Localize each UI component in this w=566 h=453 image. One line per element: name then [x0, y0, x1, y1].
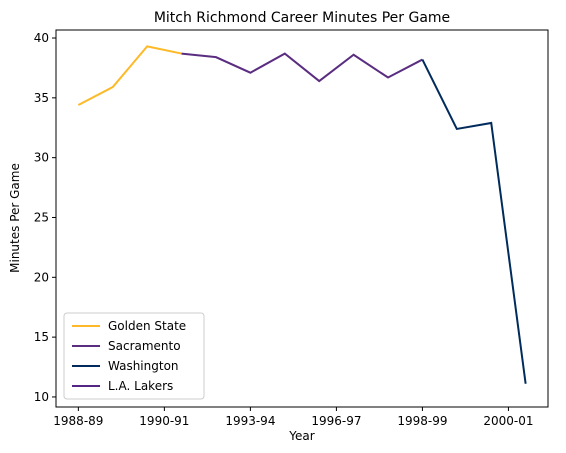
x-tick-label: 1988-89 — [53, 414, 103, 428]
y-tick-label: 10 — [34, 390, 49, 404]
x-axis-label: Year — [288, 429, 314, 443]
series-line — [421, 59, 527, 384]
x-tick-label: 1990-91 — [139, 414, 189, 428]
y-tick-label: 30 — [34, 151, 49, 165]
x-tick-label: 1998-99 — [397, 414, 447, 428]
legend-label: L.A. Lakers — [108, 379, 173, 393]
legend-label: Golden State — [108, 319, 186, 333]
x-tick-label: 2000-01 — [483, 414, 533, 428]
series-line — [77, 45, 182, 106]
series-line — [181, 52, 423, 83]
legend-box — [63, 312, 205, 400]
y-tick-label: 15 — [34, 330, 49, 344]
y-tick-label: 20 — [34, 270, 49, 284]
x-tick-label: 1993-94 — [225, 414, 275, 428]
y-tick-label: 25 — [34, 210, 49, 224]
legend-label: Sacramento — [108, 339, 181, 353]
x-tick-label: 1996-97 — [311, 414, 361, 428]
legend-label: Washington — [108, 359, 179, 373]
plot-frame — [55, 29, 549, 408]
y-tick-label: 40 — [34, 31, 49, 45]
y-axis-label: Minutes Per Game — [8, 163, 22, 273]
chart-title: Mitch Richmond Career Minutes Per Game — [154, 10, 450, 26]
y-tick-label: 35 — [34, 91, 49, 105]
